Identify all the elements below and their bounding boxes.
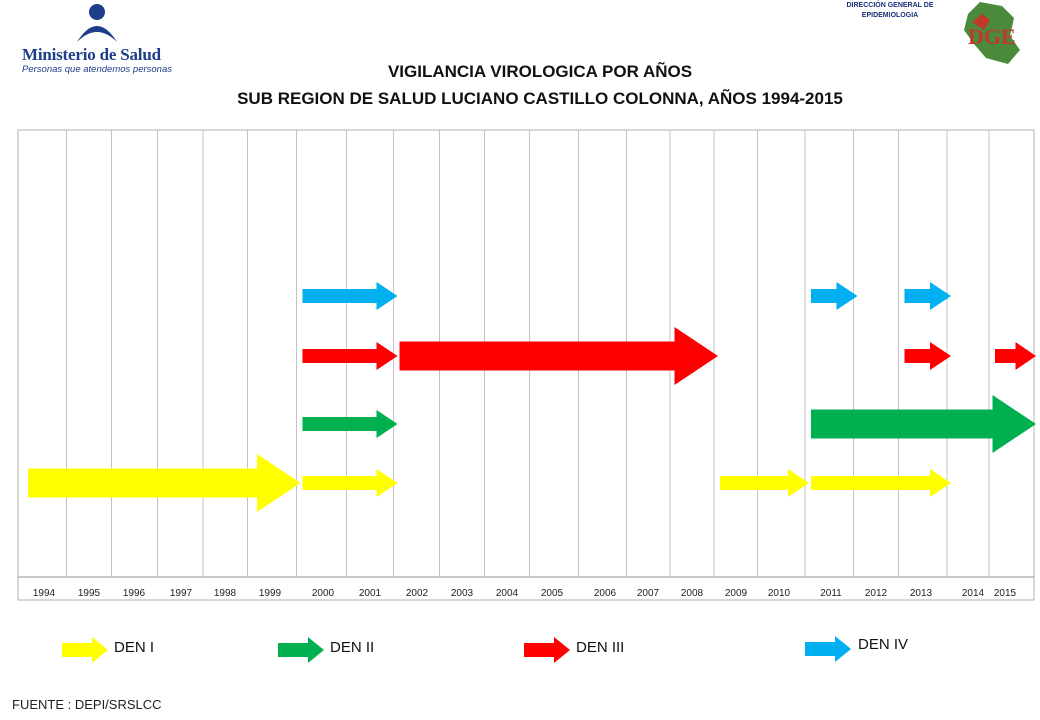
period-arrow-den-iv	[811, 282, 858, 310]
year-tick-label: 1995	[78, 588, 101, 599]
year-tick-label: 2008	[681, 588, 704, 599]
year-tick-label: 2005	[541, 588, 564, 599]
period-arrow-den-iii	[995, 342, 1036, 370]
year-tick-labels: 1994 1995 1996 1997 1998 1999 2000 2001 2002 2003…	[33, 588, 1017, 599]
ministry-name: Ministerio de Salud	[22, 45, 161, 64]
legend-arrow-icon	[278, 637, 324, 663]
plot-border	[17, 129, 1035, 601]
legend-label: DEN III	[576, 639, 625, 656]
period-arrow-den-iii	[904, 342, 951, 370]
ministry-tagline: Personas que atendemos personas	[22, 64, 172, 75]
year-tick-label: 2002	[406, 588, 429, 599]
year-tick-label: 2012	[865, 588, 888, 599]
ministry-figure-icon	[77, 4, 117, 42]
period-arrow-den-iv	[904, 282, 951, 310]
ministry-logo: Ministerio de Salud Personas que atendem…	[22, 2, 172, 76]
year-tick-label: 1997	[170, 588, 193, 599]
period-arrow-den-i	[28, 454, 301, 512]
year-tick-label: 2001	[359, 588, 382, 599]
period-arrow-den-i	[302, 469, 398, 497]
period-arrow-den-ii	[302, 410, 398, 438]
period-arrow-den-iii	[302, 342, 398, 370]
period-arrow-den-i	[720, 469, 809, 497]
agency-name: DIRECCIÓN GENERAL DE EPIDEMIOLOGIA	[820, 1, 960, 21]
year-tick-label: 2009	[725, 588, 748, 599]
year-tick-label: 2014	[962, 588, 985, 599]
dge-logo-text: DGE	[968, 24, 1016, 49]
map-region-icon	[972, 14, 990, 30]
period-arrow-den-ii	[811, 395, 1036, 453]
year-tick-label: 2007	[637, 588, 660, 599]
year-tick-label: 2003	[451, 588, 474, 599]
agency-line-1: DIRECCIÓN GENERAL DE	[846, 2, 934, 9]
period-arrows	[28, 282, 1036, 512]
year-tick-label: 1999	[259, 588, 282, 599]
year-tick-label: 2015	[994, 588, 1017, 599]
legend-label: DEN II	[330, 639, 375, 656]
period-arrow-den-iv	[302, 282, 398, 310]
year-tick-label: 1994	[33, 588, 56, 599]
period-arrow-den-i	[811, 469, 951, 497]
legend-label: DEN I	[114, 639, 155, 656]
year-tick-label: 2013	[910, 588, 933, 599]
year-tick-label: 1998	[214, 588, 237, 599]
year-tick-label: 2006	[594, 588, 617, 599]
source-note: FUENTE : DEPI/SRSLCC	[12, 697, 162, 712]
legend-arrow-icon	[524, 637, 570, 663]
chart-title: VIGILANCIA VIROLOGICA POR AÑOS	[387, 62, 693, 81]
agency-line-2: EPIDEMIOLOGIA	[861, 12, 919, 19]
legend-label: DEN IV	[858, 636, 909, 653]
year-tick-label: 2010	[768, 588, 791, 599]
year-tick-label: 2004	[496, 588, 519, 599]
period-arrow-den-iii	[399, 327, 718, 385]
year-tick-label: 2000	[312, 588, 335, 599]
legend-arrow-icon	[805, 636, 851, 662]
year-tick-label: 1996	[123, 588, 146, 599]
dge-logo: DGE	[964, 2, 1020, 64]
legend-arrow-icon	[62, 637, 108, 663]
year-tick-label: 2011	[820, 588, 842, 599]
chart-subtitle: SUB REGION DE SALUD LUCIANO CASTILLO COL…	[237, 89, 843, 108]
